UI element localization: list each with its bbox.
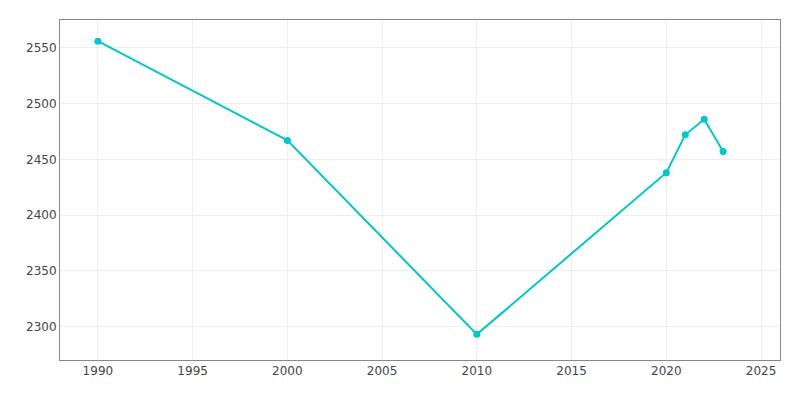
svg-text:2020: 2020	[651, 364, 682, 378]
svg-text:2015: 2015	[556, 364, 587, 378]
svg-text:2000: 2000	[272, 364, 303, 378]
svg-text:2025: 2025	[746, 364, 777, 378]
svg-text:2350: 2350	[26, 264, 57, 278]
svg-text:1995: 1995	[177, 364, 208, 378]
svg-text:2400: 2400	[26, 208, 57, 222]
svg-text:2005: 2005	[367, 364, 398, 378]
svg-text:2300: 2300	[26, 320, 57, 334]
svg-text:2010: 2010	[462, 364, 493, 378]
svg-text:1990: 1990	[83, 364, 114, 378]
svg-text:2500: 2500	[26, 97, 57, 111]
svg-text:2550: 2550	[26, 41, 57, 55]
svg-text:2450: 2450	[26, 153, 57, 167]
